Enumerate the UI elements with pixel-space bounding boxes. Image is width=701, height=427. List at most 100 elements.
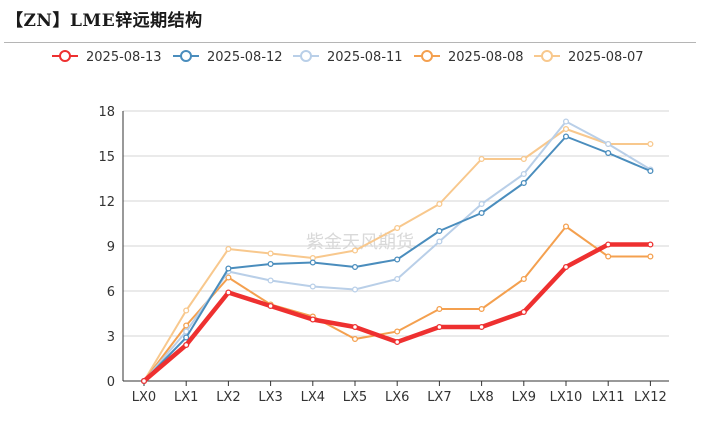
- data-point: [183, 334, 190, 341]
- data-point: [436, 200, 443, 208]
- title-divider: [4, 42, 696, 43]
- data-point: [394, 338, 401, 346]
- axes: [122, 111, 669, 382]
- legend-label: 2025-08-08: [448, 50, 524, 65]
- data-point: [436, 238, 443, 245]
- series-2025-08-12: [140, 133, 654, 385]
- data-point: [183, 328, 190, 335]
- x-tick-label: LX5: [343, 390, 367, 405]
- data-point: [562, 118, 570, 125]
- data-point: [647, 241, 654, 248]
- legend-item[interactable]: 2025-08-08: [414, 50, 524, 65]
- legend-item[interactable]: 2025-08-13: [52, 50, 162, 65]
- data-point: [183, 341, 190, 349]
- y-tick-label: 12: [98, 195, 115, 210]
- x-tick-label: LX0: [132, 390, 156, 405]
- data-point: [436, 305, 443, 313]
- data-point: [436, 323, 443, 331]
- data-point: [520, 155, 527, 163]
- data-point: [647, 140, 654, 148]
- y-tick-label: 3: [107, 330, 115, 345]
- page-title: 【ZN】LME锌远期结构: [6, 11, 203, 31]
- data-point: [647, 167, 654, 175]
- y-tick-label: 9: [107, 240, 115, 255]
- data-point: [394, 256, 401, 263]
- data-point: [351, 247, 359, 254]
- data-point: [394, 275, 401, 283]
- x-tick-label: LX1: [174, 390, 198, 405]
- legend-swatch-marker: [421, 50, 433, 62]
- x-tick-label: LX6: [385, 390, 409, 405]
- data-point: [225, 265, 232, 272]
- legend-swatch-marker: [59, 50, 71, 62]
- data-point: [225, 245, 232, 253]
- x-tick-label: LX3: [258, 390, 282, 405]
- x-tick-label: LX10: [550, 390, 583, 405]
- data-point: [351, 286, 359, 293]
- data-point: [562, 223, 570, 230]
- x-tick-label: LX11: [592, 390, 625, 405]
- data-point: [478, 209, 485, 217]
- y-tick-label: 15: [98, 150, 115, 165]
- series-line: [141, 242, 653, 384]
- legend-swatch-marker: [300, 50, 312, 62]
- data-point: [267, 250, 274, 257]
- legend-item[interactable]: 2025-08-07: [534, 50, 644, 65]
- legend-label: 2025-08-12: [207, 50, 283, 65]
- y-tick-label: 6: [107, 285, 115, 300]
- y-tick-label: 0: [107, 375, 115, 390]
- x-axis-ticks: LX0 LX1 LX2 LX3 LX4 LX5 LX6 LX7 LX8 LX9 LX10 LX11 LX…: [132, 381, 667, 405]
- legend-label: 2025-08-13: [86, 50, 162, 65]
- legend-label: 2025-08-07: [568, 50, 644, 65]
- data-point: [140, 377, 148, 385]
- data-point: [183, 322, 190, 329]
- data-point: [436, 227, 443, 235]
- x-tick-label: LX9: [512, 390, 536, 405]
- x-tick-label: LX4: [301, 390, 325, 405]
- data-point: [520, 179, 527, 187]
- data-point: [351, 263, 359, 271]
- data-point: [267, 277, 274, 284]
- y-axis-ticks: 0 3 6 9 12 15 18: [98, 105, 115, 390]
- data-point: [605, 241, 612, 248]
- data-point: [183, 307, 190, 314]
- data-point: [562, 125, 570, 133]
- data-point: [309, 283, 316, 290]
- legend-label: 2025-08-11: [327, 50, 403, 65]
- data-point: [351, 323, 359, 331]
- legend-swatch-marker: [180, 50, 192, 62]
- data-point: [351, 335, 359, 343]
- data-point: [605, 253, 612, 260]
- legend: 2025-08-13 2025-08-12 2025-08-11 2025-08-08…: [52, 50, 644, 65]
- data-point: [394, 224, 401, 232]
- series-group: [140, 118, 654, 385]
- data-point: [309, 316, 316, 323]
- x-tick-label: LX7: [427, 390, 451, 405]
- data-point: [520, 308, 527, 316]
- legend-item[interactable]: 2025-08-11: [293, 50, 403, 65]
- legend-item[interactable]: 2025-08-12: [173, 50, 283, 65]
- y-tick-label: 18: [98, 105, 115, 120]
- data-point: [267, 302, 274, 310]
- data-point: [605, 140, 612, 148]
- watermark-text: 紫金天风期货: [306, 232, 414, 253]
- data-point: [225, 289, 232, 296]
- x-tick-label: LX2: [216, 390, 240, 405]
- legend-swatch-marker: [541, 50, 553, 62]
- data-point: [478, 200, 485, 208]
- data-point: [478, 323, 485, 331]
- data-point: [562, 263, 570, 271]
- data-point: [605, 149, 612, 157]
- data-point: [520, 275, 527, 283]
- data-point: [562, 133, 570, 140]
- data-point: [394, 328, 401, 335]
- series-2025-08-13: [140, 241, 654, 385]
- x-tick-label: LX12: [634, 390, 667, 405]
- data-point: [647, 253, 654, 260]
- data-point: [520, 170, 527, 178]
- data-point: [267, 260, 274, 268]
- data-point: [225, 274, 232, 281]
- data-point: [309, 259, 316, 266]
- data-point: [478, 155, 485, 163]
